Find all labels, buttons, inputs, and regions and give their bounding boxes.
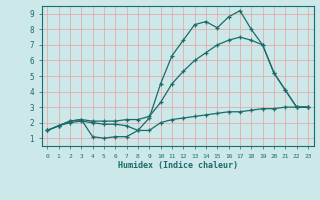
X-axis label: Humidex (Indice chaleur): Humidex (Indice chaleur) [118,161,237,170]
